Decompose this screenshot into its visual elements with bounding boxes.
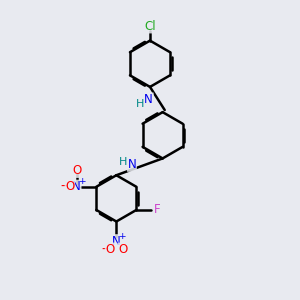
Text: O: O (105, 243, 115, 256)
Text: F: F (154, 203, 161, 216)
Text: +: + (78, 177, 85, 186)
Text: Cl: Cl (144, 20, 156, 33)
Text: N: N (144, 93, 153, 106)
Text: –: – (61, 180, 68, 194)
Text: N: N (112, 235, 121, 248)
Text: +: + (118, 232, 126, 241)
Text: H: H (119, 157, 128, 167)
Text: O: O (65, 180, 74, 193)
Text: O: O (72, 164, 81, 177)
Text: –: – (101, 243, 108, 257)
Text: N: N (128, 158, 136, 171)
Text: O: O (118, 243, 127, 256)
Text: N: N (72, 180, 81, 193)
Text: H: H (136, 99, 145, 109)
